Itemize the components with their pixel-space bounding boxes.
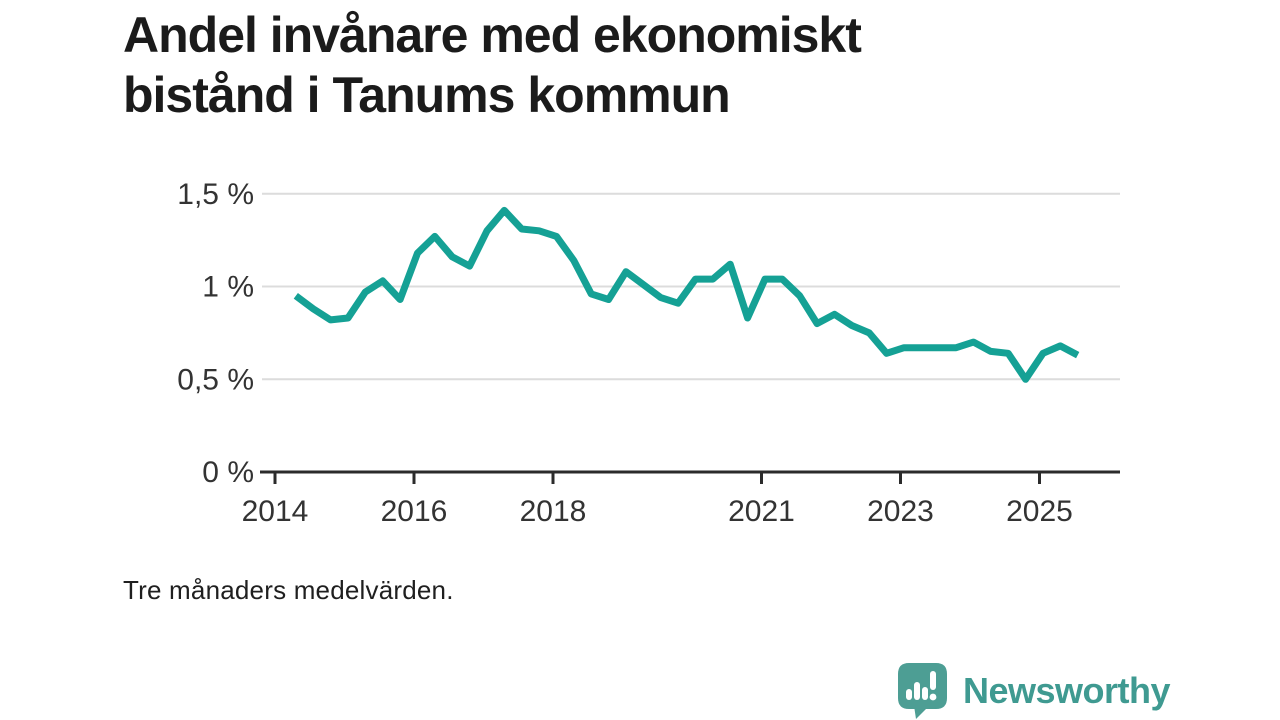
x-axis-tick-label: 2021	[728, 495, 795, 528]
newsworthy-badge-bar-chart-exclamation-icon	[898, 663, 947, 719]
logo-exclamation-bar	[930, 671, 936, 690]
chart-footnote: Tre månaders medelvärden.	[123, 575, 454, 605]
logo-bar-1	[906, 689, 912, 700]
y-axis-tick-label: 0 %	[202, 456, 254, 489]
y-axis-tick-label: 1 %	[202, 271, 254, 304]
y-axis-tick-label: 1,5 %	[177, 178, 254, 211]
x-axis-tick-label: 2018	[520, 495, 587, 528]
newsworthy-logo: Newsworthy	[897, 662, 1171, 720]
x-axis-tick-label: 2016	[381, 495, 448, 528]
newsworthy-wordmark: Newsworthy	[963, 670, 1171, 711]
data-line-ekonomiskt-bistand	[293, 206, 1080, 383]
y-axis-tick-label: 0,5 %	[177, 363, 254, 396]
x-axis-tick-label: 2025	[1006, 495, 1073, 528]
x-axis-tick-label: 2023	[867, 495, 934, 528]
logo-bar-2	[914, 682, 920, 700]
logo-exclamation-dot	[929, 693, 937, 701]
x-axis-tick-label: 2014	[242, 495, 309, 528]
chart-title: Andel invånare med ekonomiskt bistånd i …	[123, 7, 862, 123]
logo-bar-3	[922, 687, 928, 700]
